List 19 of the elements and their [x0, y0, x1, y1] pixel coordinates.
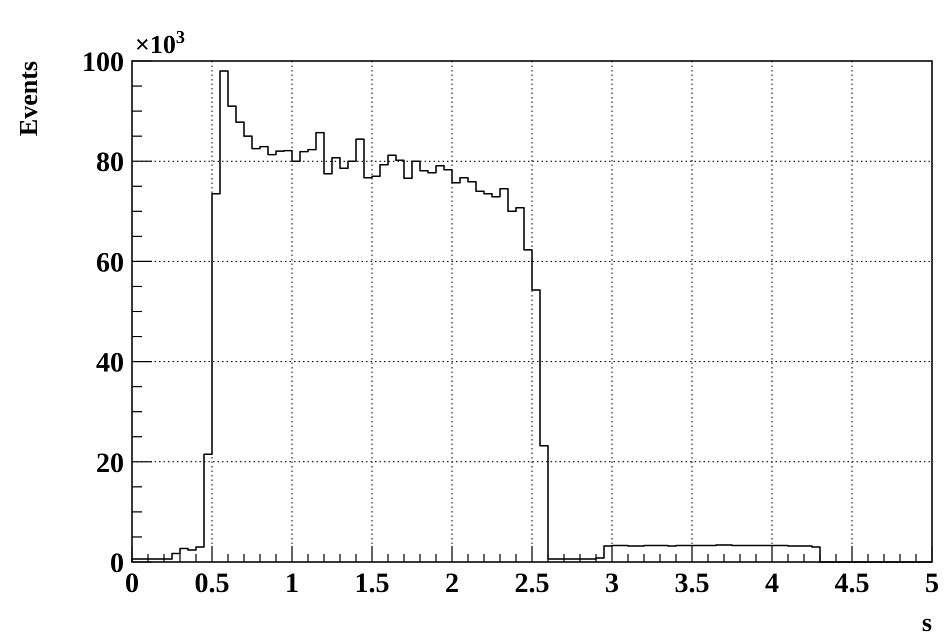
x-tick-label: 2.5 — [514, 568, 550, 599]
text: ×10$^{3}$ — [135, 27, 185, 60]
x-axis-title: s — [922, 608, 932, 637]
x-tick-label: 4.5 — [834, 568, 870, 599]
y-tick-label: 40 — [96, 348, 124, 379]
y-tick-label: 80 — [96, 147, 124, 178]
x-tick-label: 2 — [445, 568, 459, 599]
x-tick-label: 3.5 — [674, 568, 710, 599]
y-tick-label: 100 — [82, 47, 124, 78]
x-tick-label: 3 — [605, 568, 619, 599]
y-tick-label: 0 — [110, 548, 124, 579]
x-tick-label: 1 — [285, 568, 299, 599]
y-tick-label: 20 — [96, 448, 124, 479]
y-axis-title: Events — [14, 61, 43, 136]
y-tick-label: 60 — [96, 247, 124, 278]
x-tick-label: 0.5 — [194, 568, 230, 599]
x-tick-label: 1.5 — [354, 568, 390, 599]
x-tick-label: 4 — [765, 568, 779, 599]
x-tick-label: 5 — [925, 568, 939, 599]
